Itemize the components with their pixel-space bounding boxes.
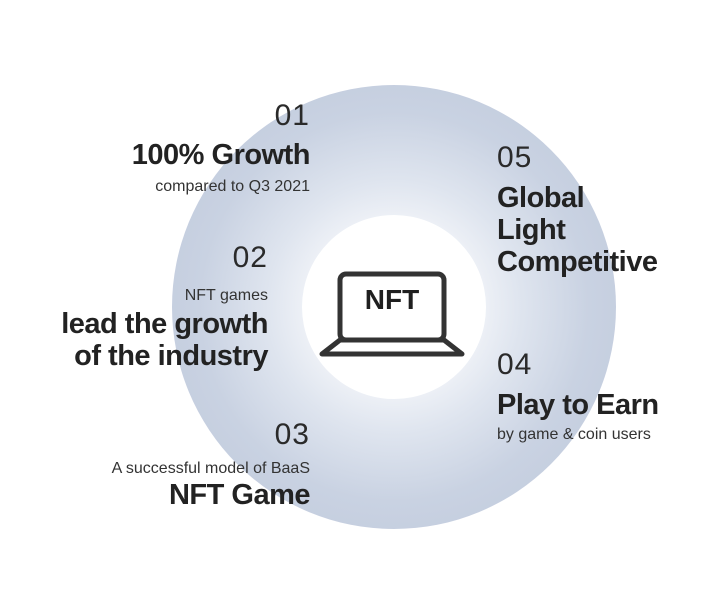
- item-title-line: of the industry: [74, 340, 268, 372]
- item-number: 05: [497, 141, 533, 174]
- center-circle: [302, 215, 486, 399]
- item-title-line: Competitive: [497, 246, 658, 278]
- item-title-line: lead the growth: [61, 308, 268, 340]
- item-title: 100% Growth: [131, 139, 311, 171]
- item-number: 04: [497, 348, 533, 381]
- item-subtitle: NFT games: [184, 287, 268, 304]
- laptop-icon: [319, 271, 465, 357]
- item-01: 01 100% Growth compared to Q3 2021: [131, 99, 311, 197]
- item-number: 01: [274, 99, 310, 132]
- item-subtitle: A successful model of BaaS: [111, 460, 310, 477]
- center-label: NFT: [364, 284, 420, 315]
- item-04: 04 Play to Earn by game & coin users: [497, 349, 659, 445]
- item-05: 05 Global Light Competitive: [497, 141, 658, 279]
- item-number: 03: [274, 418, 310, 451]
- item-title: NFT Game: [168, 479, 311, 511]
- item-03: 03 A successful model of BaaS NFT Game: [111, 418, 311, 512]
- item-subtitle: by game & coin users: [497, 426, 651, 443]
- item-subtitle: compared to Q3 2021: [155, 178, 310, 195]
- item-02: 02 NFT games lead the growth of the indu…: [61, 241, 268, 373]
- item-title-line: Global: [497, 182, 585, 214]
- item-number: 02: [232, 241, 268, 274]
- item-title-line: Light: [497, 214, 566, 246]
- item-title: Play to Earn: [497, 389, 659, 421]
